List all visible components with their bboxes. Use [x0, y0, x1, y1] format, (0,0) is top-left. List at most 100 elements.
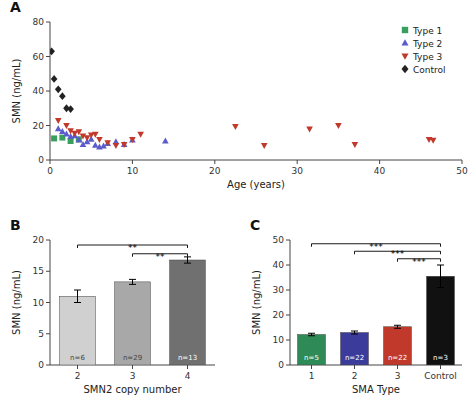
y-tick-label: 40	[33, 86, 45, 96]
points	[50, 47, 436, 149]
y-tick-label: 30	[273, 285, 285, 295]
y-tick-label: 50	[273, 235, 285, 245]
point	[306, 127, 313, 133]
n-label: n=13	[178, 354, 197, 362]
point	[51, 75, 58, 83]
x-tick	[132, 365, 133, 369]
bar	[60, 296, 96, 365]
bar	[170, 260, 206, 365]
y-tick	[46, 125, 50, 126]
x-tick	[379, 160, 380, 164]
legend-marker	[402, 27, 408, 33]
legend-marker	[401, 53, 408, 59]
x-tick-label: 50	[456, 166, 468, 176]
n-label: n=3	[433, 354, 448, 362]
bar	[115, 282, 151, 365]
figure: A020406080SMN (ng/mL)01020304050Age (yea…	[0, 0, 474, 398]
panel-label: C	[250, 217, 260, 233]
bar	[298, 335, 326, 366]
panel-bar: C01020304050SMN (ng/mL)123ControlSMA Typ…	[250, 217, 462, 395]
y-tick	[286, 340, 290, 341]
y-tick-label: 0	[278, 360, 284, 370]
significance-label: ***	[391, 249, 405, 259]
point	[67, 105, 74, 113]
y-tick-label: 20	[33, 235, 45, 245]
point	[51, 135, 57, 141]
point	[137, 132, 144, 138]
y-tick	[46, 56, 50, 57]
significance-label: **	[156, 252, 166, 262]
legend-label: Type 3	[412, 52, 442, 62]
y-tick	[46, 333, 50, 334]
x-tick	[132, 160, 133, 164]
x-tick	[77, 365, 78, 369]
y-tick-label: 20	[33, 121, 45, 131]
x-axis-label: Age (years)	[227, 179, 285, 190]
legend-marker	[401, 65, 408, 73]
x-tick-label: 40	[374, 166, 386, 176]
y-tick-label: 10	[273, 335, 285, 345]
bars	[298, 265, 455, 365]
significance-label: **	[128, 243, 138, 253]
x-tick	[187, 365, 188, 369]
point	[335, 123, 342, 129]
y-tick	[46, 302, 50, 303]
point	[129, 137, 136, 143]
panel-bar: B05101520SMN (ng/mL)234SMN2 copy numbern…	[10, 217, 215, 395]
point	[63, 131, 70, 137]
x-tick	[397, 365, 398, 369]
x-tick	[440, 365, 441, 369]
point	[232, 124, 239, 130]
y-tick	[46, 160, 50, 161]
legend-label: Type 1	[412, 26, 442, 36]
x-tick	[297, 160, 298, 164]
legend-label: Control	[413, 65, 446, 75]
y-tick-label: 40	[273, 260, 285, 270]
error-bar	[184, 257, 191, 263]
y-axis-label: SMN (ng/mL)	[11, 59, 22, 124]
x-tick-label: 30	[291, 166, 303, 176]
y-tick-label: 20	[273, 310, 285, 320]
point	[113, 143, 120, 149]
x-tick-label: 4	[185, 371, 191, 381]
y-tick	[46, 365, 50, 366]
x-tick-label: 10	[127, 166, 139, 176]
x-axis-line	[50, 160, 462, 161]
x-tick	[214, 160, 215, 164]
panel-label: A	[10, 0, 21, 15]
point	[352, 142, 359, 148]
point	[55, 118, 62, 124]
y-tick-label: 0	[38, 360, 44, 370]
point	[92, 132, 99, 138]
point	[104, 140, 111, 146]
x-tick-label: 1	[309, 371, 315, 381]
n-label: n=6	[70, 354, 85, 362]
legend-label: Type 2	[412, 39, 442, 49]
x-tick	[354, 365, 355, 369]
y-tick	[286, 265, 290, 266]
point	[261, 143, 268, 149]
y-axis-line	[290, 240, 291, 365]
y-tick	[46, 22, 50, 23]
x-tick-label: 2	[75, 371, 81, 381]
error-bar	[437, 265, 444, 288]
y-tick	[46, 271, 50, 272]
point	[59, 92, 66, 100]
legend: Type 1 Type 2 Type 3 Control	[401, 26, 445, 75]
y-tick	[286, 315, 290, 316]
error-bar	[394, 325, 401, 328]
point	[430, 138, 437, 144]
point	[50, 47, 55, 55]
significance-label: ***	[412, 257, 426, 267]
y-tick-label: 15	[33, 266, 44, 276]
error-bar	[74, 290, 81, 303]
bar	[384, 327, 412, 365]
y-tick	[46, 240, 50, 241]
y-axis-label: SMN (ng/mL)	[251, 270, 262, 335]
point	[121, 142, 128, 148]
x-tick-label: 3	[130, 371, 136, 381]
background	[0, 0, 474, 398]
point	[96, 137, 103, 143]
y-tick-label: 5	[38, 329, 44, 339]
n-label: n=22	[345, 354, 364, 362]
